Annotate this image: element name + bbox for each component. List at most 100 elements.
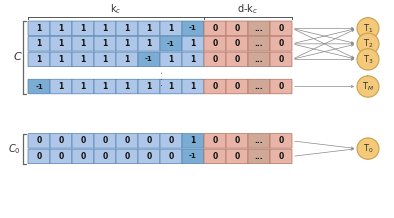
Text: T$_M$: T$_M$ — [362, 80, 374, 93]
Text: ...: ... — [255, 152, 263, 161]
Circle shape — [357, 33, 379, 54]
FancyBboxPatch shape — [160, 21, 182, 36]
FancyBboxPatch shape — [270, 134, 292, 148]
Text: 0: 0 — [212, 24, 217, 33]
Text: 1: 1 — [190, 55, 196, 64]
FancyBboxPatch shape — [182, 79, 204, 94]
Text: 0: 0 — [212, 55, 217, 64]
Text: 1: 1 — [168, 82, 174, 91]
FancyBboxPatch shape — [204, 79, 226, 94]
FancyBboxPatch shape — [270, 37, 292, 51]
Text: 1: 1 — [102, 55, 108, 64]
Text: 0: 0 — [58, 152, 63, 161]
FancyBboxPatch shape — [226, 37, 248, 51]
FancyBboxPatch shape — [248, 37, 270, 51]
FancyBboxPatch shape — [28, 134, 50, 148]
FancyBboxPatch shape — [138, 21, 160, 36]
Text: . . .: . . . — [155, 71, 165, 86]
FancyBboxPatch shape — [204, 134, 226, 148]
FancyBboxPatch shape — [94, 37, 116, 51]
Text: C: C — [13, 52, 21, 62]
Text: 1: 1 — [36, 24, 42, 33]
FancyBboxPatch shape — [248, 52, 270, 67]
Text: 1: 1 — [80, 82, 85, 91]
FancyBboxPatch shape — [270, 79, 292, 94]
Text: 0: 0 — [279, 152, 284, 161]
Text: 0: 0 — [212, 152, 217, 161]
FancyBboxPatch shape — [270, 21, 292, 36]
FancyBboxPatch shape — [72, 149, 94, 164]
FancyBboxPatch shape — [138, 37, 160, 51]
FancyBboxPatch shape — [226, 149, 248, 164]
Text: 0: 0 — [80, 136, 85, 145]
FancyBboxPatch shape — [50, 37, 72, 51]
Text: 0: 0 — [212, 39, 217, 48]
Text: 1: 1 — [80, 39, 85, 48]
FancyBboxPatch shape — [138, 134, 160, 148]
Text: 0: 0 — [279, 39, 284, 48]
Text: 0: 0 — [279, 55, 284, 64]
FancyBboxPatch shape — [72, 37, 94, 51]
Text: 1: 1 — [102, 24, 108, 33]
FancyBboxPatch shape — [182, 37, 204, 51]
FancyBboxPatch shape — [94, 52, 116, 67]
Text: 0: 0 — [125, 136, 130, 145]
Text: T$_3$: T$_3$ — [363, 53, 373, 66]
Text: -1: -1 — [167, 41, 175, 47]
FancyBboxPatch shape — [160, 52, 182, 67]
Text: 1: 1 — [168, 24, 174, 33]
Circle shape — [357, 138, 379, 159]
Text: 0: 0 — [279, 136, 284, 145]
FancyBboxPatch shape — [28, 37, 50, 51]
FancyBboxPatch shape — [50, 21, 72, 36]
Text: 0: 0 — [36, 152, 42, 161]
FancyBboxPatch shape — [160, 79, 182, 94]
Circle shape — [357, 49, 379, 70]
Text: d-k$_c$: d-k$_c$ — [238, 2, 258, 16]
Text: 1: 1 — [190, 82, 196, 91]
FancyBboxPatch shape — [160, 37, 182, 51]
FancyBboxPatch shape — [72, 134, 94, 148]
Text: 1: 1 — [36, 55, 42, 64]
Text: 1: 1 — [102, 82, 108, 91]
FancyBboxPatch shape — [160, 134, 182, 148]
FancyBboxPatch shape — [94, 79, 116, 94]
FancyBboxPatch shape — [226, 79, 248, 94]
FancyBboxPatch shape — [226, 21, 248, 36]
Text: ...: ... — [255, 82, 263, 91]
Text: 1: 1 — [190, 136, 196, 145]
FancyBboxPatch shape — [182, 149, 204, 164]
FancyBboxPatch shape — [94, 149, 116, 164]
Text: -1: -1 — [35, 83, 43, 90]
Text: 1: 1 — [102, 39, 108, 48]
Text: 0: 0 — [58, 136, 63, 145]
FancyBboxPatch shape — [116, 149, 138, 164]
FancyBboxPatch shape — [226, 52, 248, 67]
FancyBboxPatch shape — [270, 149, 292, 164]
FancyBboxPatch shape — [28, 52, 50, 67]
Text: k$_c$: k$_c$ — [110, 2, 122, 16]
Text: .
.
.: . . . — [366, 60, 370, 86]
FancyBboxPatch shape — [138, 149, 160, 164]
Circle shape — [357, 18, 379, 39]
Text: C$_0$: C$_0$ — [8, 142, 21, 155]
Text: -1: -1 — [145, 56, 153, 62]
FancyBboxPatch shape — [28, 21, 50, 36]
Text: 1: 1 — [147, 39, 152, 48]
Text: 0: 0 — [212, 82, 217, 91]
FancyBboxPatch shape — [50, 79, 72, 94]
FancyBboxPatch shape — [204, 37, 226, 51]
Text: T$_1$: T$_1$ — [363, 22, 373, 35]
Text: -1: -1 — [189, 25, 197, 31]
FancyBboxPatch shape — [270, 52, 292, 67]
FancyBboxPatch shape — [116, 134, 138, 148]
FancyBboxPatch shape — [226, 134, 248, 148]
Text: 1: 1 — [80, 55, 85, 64]
Text: 1: 1 — [147, 24, 152, 33]
Text: 0: 0 — [212, 136, 217, 145]
FancyBboxPatch shape — [72, 79, 94, 94]
Text: 0: 0 — [125, 152, 130, 161]
Text: 1: 1 — [58, 24, 63, 33]
FancyBboxPatch shape — [160, 149, 182, 164]
FancyBboxPatch shape — [204, 149, 226, 164]
